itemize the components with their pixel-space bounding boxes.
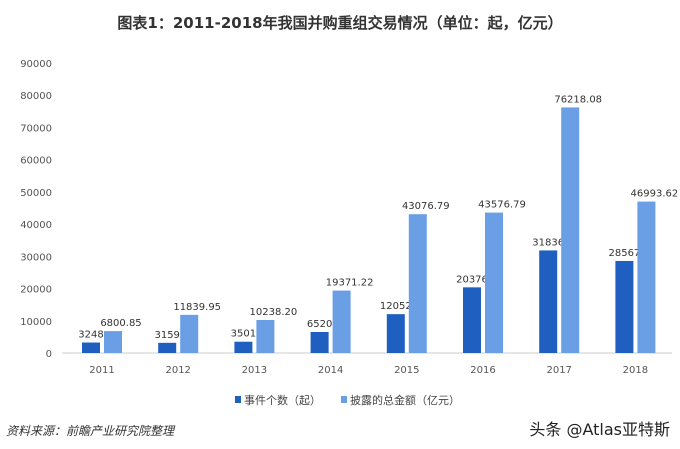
data-label: 12052 bbox=[380, 301, 412, 312]
data-label: 28567 bbox=[608, 248, 640, 259]
y-tick-label: 70000 bbox=[20, 123, 52, 134]
bar bbox=[615, 260, 634, 353]
bar bbox=[158, 342, 177, 353]
source-note: 资料来源：前瞻产业研究院整理 bbox=[6, 424, 175, 438]
bar bbox=[463, 287, 481, 353]
y-tick-label: 10000 bbox=[20, 317, 52, 328]
bar bbox=[332, 290, 351, 353]
data-label: 76218.08 bbox=[554, 94, 602, 105]
bar bbox=[637, 201, 656, 353]
bar bbox=[386, 314, 405, 353]
bar bbox=[485, 212, 503, 353]
data-label: 3501 bbox=[231, 329, 256, 340]
legend-label: 披露的总金额（亿元） bbox=[350, 393, 460, 407]
x-tick-label: 2016 bbox=[470, 365, 495, 376]
y-tick-label: 90000 bbox=[20, 59, 52, 70]
y-tick-label: 20000 bbox=[20, 285, 52, 296]
y-tick-label: 60000 bbox=[20, 156, 52, 167]
bar bbox=[104, 331, 122, 353]
bar bbox=[256, 320, 275, 353]
legend-swatch bbox=[341, 396, 347, 403]
legend-label: 事件个数（起） bbox=[244, 394, 321, 407]
data-label: 6800.85 bbox=[100, 318, 141, 329]
data-label: 20376 bbox=[456, 274, 488, 285]
data-label: 10238.20 bbox=[250, 307, 298, 318]
bar bbox=[539, 250, 558, 353]
bar bbox=[310, 331, 329, 353]
data-label: 6520 bbox=[307, 319, 332, 330]
bar bbox=[561, 107, 580, 353]
bar bbox=[82, 342, 100, 353]
data-label: 46993.62 bbox=[631, 189, 679, 200]
bar bbox=[408, 214, 427, 353]
data-label: 31836 bbox=[532, 237, 564, 248]
x-tick-label: 2015 bbox=[394, 365, 419, 376]
y-tick-label: 80000 bbox=[20, 91, 52, 102]
y-tick-label: 50000 bbox=[20, 188, 52, 199]
data-label: 19371.22 bbox=[326, 278, 374, 289]
x-tick-label: 2014 bbox=[318, 365, 343, 376]
x-tick-label: 2017 bbox=[546, 365, 571, 376]
data-label: 3248 bbox=[78, 330, 103, 341]
data-label: 11839.95 bbox=[173, 302, 221, 313]
data-label: 43576.79 bbox=[478, 200, 526, 211]
watermark: 头条 @Atlas亚特斯 bbox=[529, 420, 670, 439]
chart-title: 图表1：2011-2018年我国并购重组交易情况（单位：起，亿元） bbox=[117, 14, 563, 32]
x-tick-label: 2018 bbox=[623, 365, 648, 376]
x-tick-label: 2013 bbox=[242, 365, 267, 376]
y-tick-label: 30000 bbox=[20, 252, 52, 263]
bar bbox=[180, 314, 199, 353]
x-tick-label: 2011 bbox=[89, 365, 114, 376]
data-label: 3159 bbox=[154, 330, 179, 341]
legend-swatch bbox=[235, 396, 241, 403]
bar bbox=[234, 341, 253, 353]
data-label: 43076.79 bbox=[402, 201, 450, 212]
y-tick-label: 0 bbox=[46, 349, 52, 360]
x-tick-label: 2012 bbox=[165, 365, 190, 376]
y-tick-label: 40000 bbox=[20, 220, 52, 231]
